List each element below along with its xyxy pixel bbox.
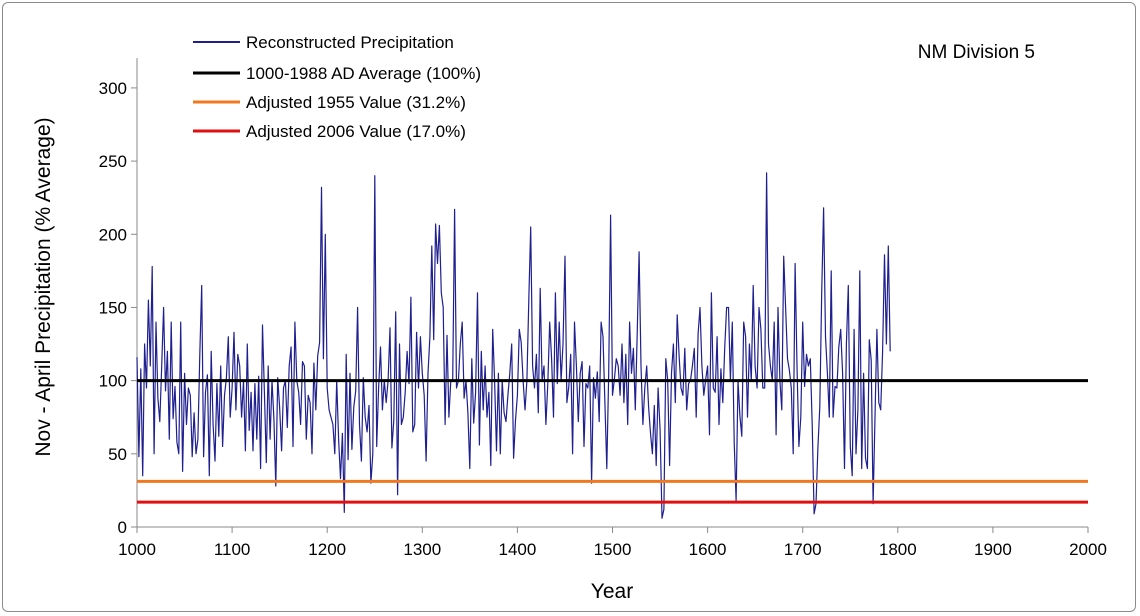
y-tick-label: 250 — [99, 152, 127, 171]
y-tick-label: 100 — [99, 372, 127, 391]
y-tick-label: 150 — [99, 298, 127, 317]
x-tick-label: 1500 — [594, 540, 632, 559]
x-tick-label: 1600 — [689, 540, 727, 559]
x-tick-label: 2000 — [1069, 540, 1107, 559]
x-tick-label: 1100 — [214, 540, 251, 559]
y-tick-label: 300 — [99, 79, 127, 98]
y-tick-label: 0 — [118, 518, 127, 537]
series-line-reconstructed — [136, 172, 891, 519]
x-tick-label: 1300 — [403, 540, 441, 559]
series-layer — [136, 172, 891, 519]
x-tick-label: 1400 — [498, 540, 536, 559]
reference-lines — [137, 379, 1088, 504]
y-tick-label: 200 — [99, 225, 127, 244]
x-tick-label: 1200 — [308, 540, 346, 559]
x-axis-title: Year — [591, 580, 633, 603]
y-ticks: 0 50 100 150 200 250 300 — [99, 79, 137, 537]
x-tick-label: 1700 — [784, 540, 822, 559]
x-ticks: 1000 1100 1200 1300 1400 1500 1600 1700 1800 1900… — [118, 527, 1107, 559]
legend-label-1955: Adjusted 1955 Value (31.2%) — [246, 93, 466, 112]
legend: Reconstructed Precipitation 1000-1988 AD… — [193, 33, 481, 141]
division-annotation: NM Division 5 — [918, 42, 1035, 63]
y-axis-title: Nov - April Precipitation (% Average) — [32, 117, 55, 456]
legend-label-average: 1000-1988 AD Average (100%) — [246, 64, 481, 83]
x-tick-label: 1900 — [974, 540, 1012, 559]
legend-label-reconstructed: Reconstructed Precipitation — [246, 33, 454, 52]
x-tick-label: 1800 — [879, 540, 917, 559]
y-tick-label: 50 — [108, 445, 127, 464]
x-tick-label: 1000 — [118, 540, 156, 559]
legend-label-2006: Adjusted 2006 Value (17.0%) — [246, 122, 466, 141]
